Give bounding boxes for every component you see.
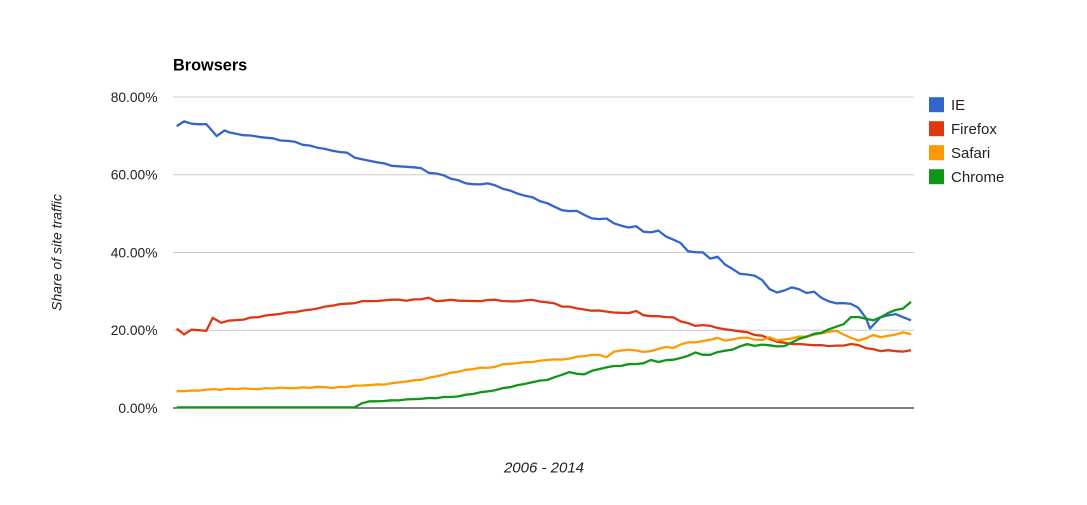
svg-text:Browsers: Browsers [173, 57, 247, 75]
svg-text:Chrome: Chrome [951, 169, 1004, 186]
svg-text:2006 - 2014: 2006 - 2014 [503, 460, 584, 477]
svg-text:Share of site traffic: Share of site traffic [49, 194, 65, 311]
svg-text:Safari: Safari [951, 145, 990, 162]
svg-text:0.00%: 0.00% [118, 401, 157, 416]
svg-text:40.00%: 40.00% [111, 245, 158, 260]
svg-text:Firefox: Firefox [951, 121, 997, 138]
svg-text:20.00%: 20.00% [111, 323, 158, 338]
svg-text:60.00%: 60.00% [111, 168, 158, 183]
svg-text:IE: IE [951, 97, 965, 114]
svg-text:80.00%: 80.00% [111, 90, 158, 105]
